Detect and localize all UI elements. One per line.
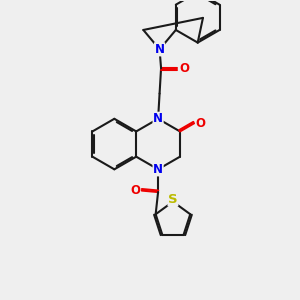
Text: O: O <box>179 62 189 75</box>
Text: O: O <box>130 184 140 197</box>
Text: O: O <box>196 117 206 130</box>
Text: N: N <box>153 112 163 125</box>
Text: N: N <box>154 43 165 56</box>
Text: N: N <box>153 163 163 176</box>
Text: S: S <box>168 193 178 206</box>
